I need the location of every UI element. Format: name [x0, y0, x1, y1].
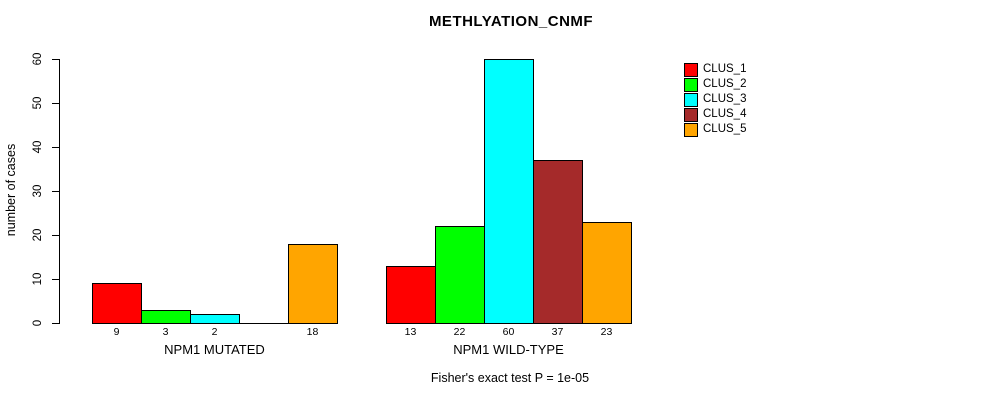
- legend-swatch-icon: [684, 92, 698, 107]
- y-axis-tick: [52, 191, 59, 192]
- legend-swatch-icon: [684, 122, 698, 137]
- y-axis-tick-label: 10: [32, 272, 44, 286]
- bar-value-label: 9: [113, 326, 120, 338]
- y-axis-tick: [52, 59, 59, 60]
- legend-swatch-icon: [684, 107, 698, 122]
- chart-title: METHLYATION_CNMF: [428, 13, 594, 30]
- y-axis-tick-label: 30: [32, 184, 44, 198]
- y-axis-tick-label: 60: [32, 52, 44, 66]
- bar-clus_5: [582, 221, 632, 324]
- legend-item-clus_3: CLUS_3: [684, 92, 747, 107]
- legend-item-clus_1: CLUS_1: [684, 62, 747, 77]
- bar-value-label: 60: [502, 326, 515, 338]
- group-label: NPM1 WILD-TYPE: [453, 342, 564, 357]
- bar-value-label: 3: [162, 326, 169, 338]
- y-axis-label: number of cases: [4, 143, 18, 237]
- bar-clus_3: [484, 59, 534, 324]
- legend-label: CLUS_5: [703, 123, 747, 135]
- legend-item-clus_5: CLUS_5: [684, 122, 747, 137]
- bar-value-label: 37: [551, 326, 564, 338]
- y-axis-tick: [52, 279, 59, 280]
- y-axis-tick: [52, 147, 59, 148]
- bar-value-label: 2: [211, 326, 218, 338]
- y-axis-tick-label: 20: [32, 228, 44, 242]
- y-axis-tick: [52, 323, 59, 324]
- y-axis-tick-label: 0: [32, 319, 44, 327]
- bar-clus_5: [288, 243, 338, 324]
- bar-clus_4: [533, 160, 583, 324]
- bar-value-label: 22: [453, 326, 466, 338]
- bar-clus_3: [190, 314, 240, 324]
- bar-clus_1: [386, 265, 436, 324]
- y-axis-tick-label: 40: [32, 140, 44, 154]
- legend-label: CLUS_4: [703, 108, 747, 120]
- legend-label: CLUS_3: [703, 93, 747, 105]
- y-axis-tick-label: 50: [32, 96, 44, 110]
- bar-value-label: 18: [306, 326, 319, 338]
- fisher-test-annotation: Fisher's exact test P = 1e-05: [430, 371, 590, 385]
- legend-label: CLUS_2: [703, 78, 747, 90]
- legend-label: CLUS_1: [703, 63, 747, 75]
- y-axis-line: [59, 59, 60, 324]
- bar-clus_2: [141, 309, 191, 324]
- legend-item-clus_2: CLUS_2: [684, 77, 747, 92]
- bar-value-label: 23: [600, 326, 613, 338]
- bar-clus_2: [435, 226, 485, 324]
- bar-clus_4-zero: [239, 323, 289, 324]
- legend-item-clus_4: CLUS_4: [684, 107, 747, 122]
- y-axis-tick: [52, 235, 59, 236]
- bar-value-label: 13: [404, 326, 417, 338]
- y-axis-tick: [52, 103, 59, 104]
- bar-clus_1: [92, 283, 142, 324]
- legend-swatch-icon: [684, 77, 698, 92]
- legend: CLUS_1 CLUS_2 CLUS_3 CLUS_4 CLUS_5: [684, 62, 747, 138]
- group-label: NPM1 MUTATED: [164, 342, 265, 357]
- legend-swatch-icon: [684, 62, 698, 77]
